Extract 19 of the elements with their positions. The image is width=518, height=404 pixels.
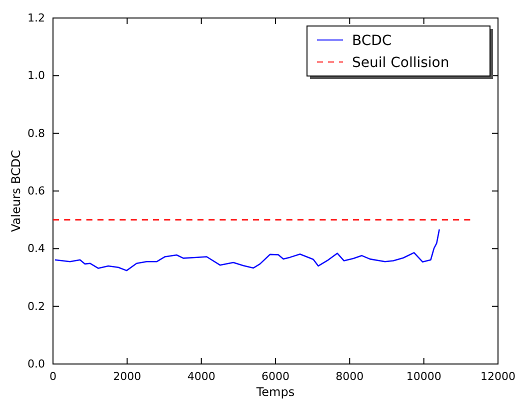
legend-label: BCDC <box>352 33 392 49</box>
x-tick-label: 8000 <box>336 370 364 383</box>
x-axis-title: Temps <box>255 385 295 399</box>
y-axis-title: Valeurs BCDC <box>9 150 23 232</box>
x-tick-label: 4000 <box>187 370 216 383</box>
line-series <box>54 228 440 272</box>
y-tick-label: 0.8 <box>28 126 45 140</box>
x-tick-label: 12000 <box>480 370 516 383</box>
y-tick-label: 1.2 <box>28 12 45 25</box>
legend-label: Seuil Collision <box>352 55 450 71</box>
y-tick-label: 0.0 <box>28 358 45 371</box>
x-tick-label: 2000 <box>113 370 142 383</box>
y-tick-label: 1.0 <box>28 69 45 82</box>
y-tick-label: 0.4 <box>28 242 45 256</box>
x-tick-label: 10000 <box>406 370 442 383</box>
y-tick-label: 0.2 <box>28 300 45 313</box>
y-tick-label: 0.6 <box>28 184 45 198</box>
x-tick-label: 0 <box>50 370 56 383</box>
x-tick-label: 6000 <box>262 370 290 383</box>
